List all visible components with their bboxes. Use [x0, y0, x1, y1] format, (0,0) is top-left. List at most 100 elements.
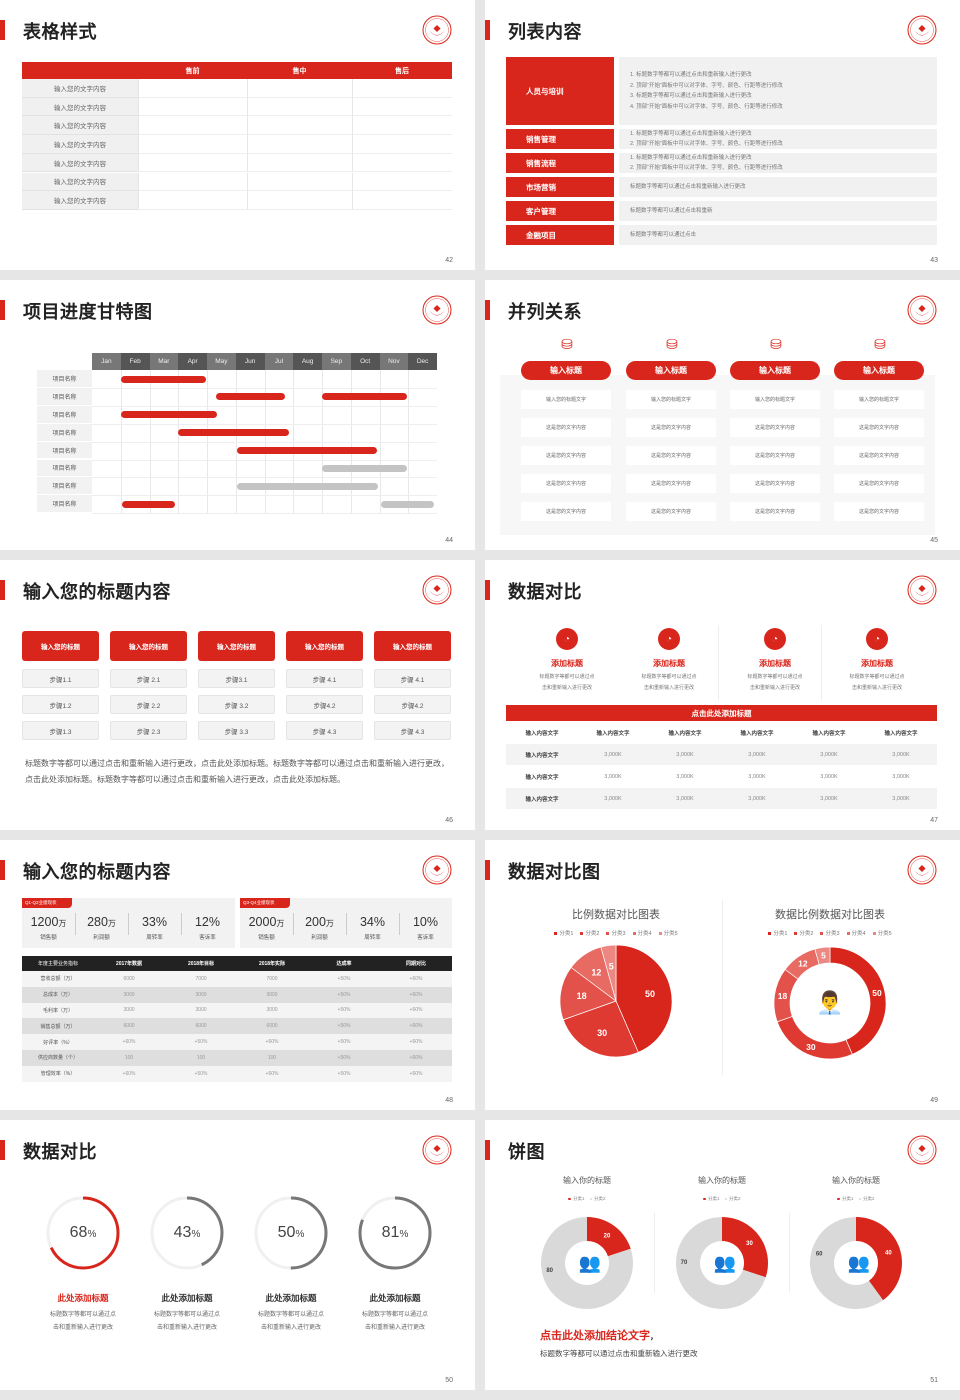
step-box[interactable]: 步骤 2.2 [110, 695, 187, 714]
feature-desc: 标题数字等都可以通过点 [849, 674, 905, 680]
table-cell[interactable] [138, 135, 247, 154]
column-title-pill[interactable]: 输入标题 [834, 361, 924, 380]
gantt-bar-planned[interactable] [380, 500, 435, 508]
step-box[interactable]: 步骤 4.1 [374, 669, 451, 688]
feature-title: 添加标题 [551, 659, 583, 668]
gantt-bar-active[interactable] [215, 393, 285, 401]
column-cell: 这是您的文字内容 [834, 502, 924, 521]
row-label: 管理效率（%） [40, 1071, 76, 1078]
table-cell[interactable] [352, 153, 452, 173]
table-cell[interactable] [352, 79, 452, 98]
table-cell[interactable] [138, 191, 247, 210]
column-cell: 输入您的标题文字 [730, 390, 820, 409]
column-title-pill[interactable]: 输入标题 [521, 361, 611, 380]
step-box[interactable]: 步骤 3.3 [198, 721, 275, 740]
table-cell[interactable] [247, 135, 352, 154]
table-cell[interactable] [247, 172, 352, 192]
list-item-3[interactable]: 销售流程 [506, 153, 614, 173]
step-box[interactable]: 步骤 4.3 [286, 721, 363, 740]
slide-title: 输入您的标题内容 [23, 862, 171, 882]
table-cell[interactable] [247, 153, 352, 173]
pie-slice-分类2 [562, 1000, 639, 1058]
table-cell[interactable] [138, 97, 247, 117]
step-box[interactable]: 步骤 2.1 [110, 669, 187, 688]
gantt-bar-active[interactable] [120, 375, 206, 383]
logo-hands [429, 1150, 445, 1156]
slide-42[interactable]: 表格样式 42 售前 售中 售后 输入您的文字内容 输入您的文字内容 输入您的文字内容 输入您的… [0, 0, 475, 270]
gantt-bar-active[interactable] [178, 429, 289, 437]
column-cell: 这是您的文字内容 [730, 474, 820, 493]
table-cell[interactable] [138, 79, 247, 98]
table-cell[interactable] [247, 191, 352, 210]
table-cell[interactable] [247, 116, 352, 136]
table-cell[interactable] [138, 116, 247, 136]
table-cell[interactable] [352, 135, 452, 154]
step-column-header[interactable]: 输入您的标题 [374, 631, 451, 661]
list-item-line: 4. 顶部“开始”面板中可以对字体、字号、颜色、行距等进行修改 [630, 103, 783, 110]
step-box[interactable]: 步骤 4.1 [286, 669, 363, 688]
chart-legend: 分类1 分类2 [537, 1196, 637, 1202]
gantt-bar-active[interactable] [322, 393, 407, 401]
kpi-tag: Q1-Q2业绩现状 [22, 898, 72, 908]
slide-48[interactable]: 输入您的标题内容 48 Q1-Q2业绩现状 1200万 销售额 280万 利润额 33% 周转率… [0, 840, 475, 1110]
slice-label: 30 [746, 1241, 753, 1247]
step-box[interactable]: 步骤1.1 [22, 669, 99, 688]
gantt-bar-active[interactable] [120, 411, 218, 419]
list-item-4[interactable]: 市场营销 [506, 177, 614, 197]
table-cell[interactable] [352, 116, 452, 136]
row-label: 输入您的文字内容 [22, 191, 138, 210]
kpi-number: 12% [194, 915, 221, 929]
table-cell: 100 [267, 1054, 277, 1061]
kpi-divider [399, 913, 400, 935]
step-box[interactable]: 步骤1.3 [22, 721, 99, 740]
column-title-pill[interactable]: 输入标题 [730, 361, 820, 380]
chart-legend: 分类1 分类2 [806, 1196, 906, 1202]
step-column-header[interactable]: 输入您的标题 [110, 631, 187, 661]
step-column-header[interactable]: 输入您的标题 [286, 631, 363, 661]
step-column-header[interactable]: 输入您的标题 [198, 631, 275, 661]
slide-45[interactable]: 并列关系 45 ⛁ 输入标题 输入您的标题文字 这是您的文字内容 这是您的文字内容 这是您的文… [485, 280, 960, 550]
gantt-row-label: 项目名称 [37, 495, 92, 514]
slide-50[interactable]: 数据对比 50 68% 此处添加标题 标题数字等都可以通过点 击和重新输入进行更改 43% 此… [0, 1120, 475, 1390]
list-item-2[interactable]: 销售管理 [506, 129, 614, 149]
gantt-bar-planned[interactable] [237, 482, 379, 490]
slide-46[interactable]: 输入您的标题内容 46 输入您的标题 步骤1.1 步骤1.2 步骤1.3 输入您的标题 步骤 … [0, 560, 475, 830]
legend-item: 分类4 [846, 929, 866, 937]
slide-44[interactable]: 项目进度甘特图 44 Jan Feb Mar Apr May Jun Jul Aug Sep Oct N… [0, 280, 475, 550]
slide-51[interactable]: 饼图 51 输入你的标题 分类1 分类2 20 80 👥 输入你的标题 分类1 分类2 30 70 👥 输入… [485, 1120, 960, 1390]
table-cell[interactable] [247, 97, 352, 117]
slide-49[interactable]: 数据对比图 49 比例数据对比图表 分类1 分类2 分类3 分类4 分类5 50 30 18 12 5 数… [485, 840, 960, 1110]
feature-desc: 击和重新输入进行更改 [643, 685, 694, 691]
slide-43[interactable]: 列表内容 43 人员与培训 1. 标题数字等都可以通过点击和重新输入进行更改 2. 顶部… [485, 0, 960, 270]
gantt-bar-planned[interactable] [322, 465, 407, 472]
table-cell[interactable] [352, 191, 452, 210]
step-box[interactable]: 步骤 4.3 [374, 721, 451, 740]
gantt-bar-active[interactable] [237, 447, 377, 455]
table-cell[interactable] [352, 172, 452, 192]
step-box[interactable]: 步骤 2.3 [110, 721, 187, 740]
step-box[interactable]: 步骤4.2 [286, 695, 363, 714]
step-box[interactable]: 步骤 3.2 [198, 695, 275, 714]
table-cell[interactable] [138, 153, 247, 173]
legend-item: 分类2 [724, 1196, 741, 1202]
logo-hands [914, 30, 930, 36]
step-box[interactable]: 步骤3.1 [198, 669, 275, 688]
kpi-divider [128, 913, 129, 935]
slide-title: 数据对比图 [508, 862, 601, 882]
gantt-bar-active[interactable] [122, 500, 176, 508]
list-item-1[interactable]: 人员与培训 [506, 57, 614, 125]
step-column-header[interactable]: 输入您的标题 [22, 631, 99, 661]
table-cell[interactable] [352, 97, 452, 117]
table-banner[interactable]: 点击此处添加标题 [506, 705, 937, 721]
list-item-5[interactable]: 客户管理 [506, 201, 614, 221]
table-cell: +60% [409, 1039, 423, 1046]
step-box[interactable]: 步骤1.2 [22, 695, 99, 714]
step-box[interactable]: 步骤4.2 [374, 695, 451, 714]
table-cell[interactable] [247, 79, 352, 98]
logo-diamond [918, 864, 926, 873]
table-cell[interactable] [138, 172, 247, 192]
table-header-cell: 输入内容文字 [596, 731, 630, 737]
list-item-6[interactable]: 金融项目 [506, 225, 614, 245]
column-title-pill[interactable]: 输入标题 [626, 361, 716, 380]
slide-47[interactable]: 数据对比 47 ◔ 添加标题 标题数字等都可以通过点 击和重新输入进行更改 ◔ 添加标题 标题数… [485, 560, 960, 830]
